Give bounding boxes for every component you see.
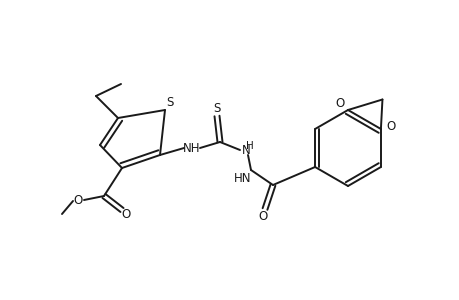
Text: NH: NH (183, 142, 200, 154)
Text: O: O (258, 209, 267, 223)
Text: H: H (246, 141, 253, 151)
Text: S: S (213, 101, 220, 115)
Text: O: O (121, 208, 130, 221)
Text: N: N (241, 143, 250, 157)
Text: S: S (166, 95, 174, 109)
Text: O: O (73, 194, 83, 206)
Text: O: O (386, 119, 395, 133)
Text: O: O (335, 97, 344, 110)
Text: HN: HN (234, 172, 251, 184)
